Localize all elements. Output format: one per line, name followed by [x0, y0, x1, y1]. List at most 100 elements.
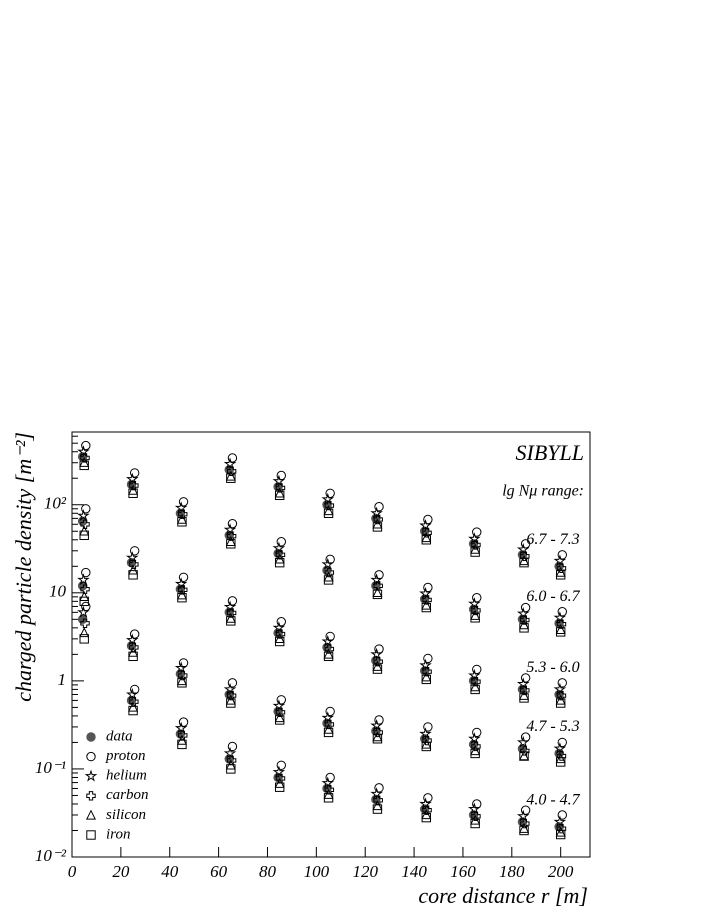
- marker: [470, 681, 481, 692]
- marker: [323, 651, 334, 662]
- marker: [372, 660, 383, 671]
- marker: [520, 746, 530, 756]
- marker: [128, 488, 138, 498]
- marker: [419, 727, 432, 740]
- marker: [374, 570, 384, 580]
- marker: [370, 647, 383, 660]
- marker: [555, 757, 566, 767]
- marker: [274, 782, 285, 792]
- marker: [79, 460, 89, 471]
- marker: [557, 810, 567, 820]
- marker: [79, 627, 90, 638]
- y-tick-label: 10²: [44, 494, 67, 513]
- marker: [472, 527, 482, 537]
- marker: [176, 675, 187, 686]
- marker: [128, 570, 138, 580]
- marker: [372, 734, 383, 744]
- marker: [422, 528, 432, 538]
- marker: [421, 674, 431, 685]
- marker: [519, 623, 529, 633]
- marker: [372, 586, 383, 598]
- marker: [227, 678, 238, 688]
- marker: [553, 742, 567, 755]
- marker: [176, 513, 187, 524]
- marker: [470, 543, 481, 554]
- marker: [555, 570, 566, 580]
- marker: [85, 809, 97, 820]
- marker: [272, 474, 286, 487]
- marker: [372, 731, 383, 742]
- marker: [128, 484, 139, 495]
- marker: [372, 589, 383, 600]
- marker: [421, 809, 432, 820]
- marker: [128, 705, 138, 716]
- marker: [125, 633, 139, 646]
- marker: [470, 684, 480, 695]
- marker: [129, 559, 139, 570]
- marker: [226, 764, 236, 774]
- marker: [84, 769, 98, 782]
- marker: [226, 616, 236, 626]
- marker: [520, 685, 530, 696]
- marker: [519, 693, 529, 703]
- y-axis-label: charged particle density [m⁻²]: [11, 432, 36, 702]
- marker: [470, 609, 481, 620]
- marker: [421, 599, 432, 610]
- marker: [421, 812, 431, 823]
- marker: [516, 735, 530, 748]
- marker: [370, 719, 383, 732]
- marker: [468, 597, 481, 610]
- marker: [274, 557, 285, 568]
- marker: [324, 644, 335, 654]
- marker: [323, 505, 334, 516]
- marker: [129, 546, 140, 556]
- marker: [226, 473, 236, 483]
- legend-label: helium: [106, 768, 147, 784]
- marker: [557, 678, 567, 688]
- legend-label: iron: [106, 826, 130, 842]
- marker: [421, 671, 432, 682]
- marker: [325, 554, 335, 565]
- marker: [421, 532, 432, 543]
- marker: [79, 456, 90, 467]
- marker: [472, 727, 482, 738]
- marker: [225, 535, 236, 546]
- marker: [274, 715, 285, 725]
- x-tick-label: 100: [304, 862, 330, 881]
- marker: [174, 661, 188, 674]
- marker: [274, 712, 285, 723]
- marker: [372, 800, 383, 811]
- legend-label: data: [106, 728, 133, 744]
- marker: [178, 585, 188, 595]
- marker: [128, 701, 139, 712]
- marker: [129, 642, 139, 653]
- marker: [323, 575, 334, 585]
- marker: [555, 623, 566, 635]
- marker: [226, 698, 236, 708]
- marker: [372, 804, 383, 814]
- marker: [323, 793, 334, 803]
- marker: [77, 573, 90, 586]
- x-tick-label: 180: [499, 862, 525, 881]
- marker: [125, 551, 139, 564]
- y-tick-label: 1: [58, 670, 67, 689]
- marker: [226, 466, 237, 476]
- x-tick-label: 140: [401, 862, 427, 881]
- marker: [422, 595, 432, 605]
- marker: [471, 605, 481, 616]
- marker: [374, 502, 384, 512]
- legend-label: carbon: [106, 787, 149, 803]
- marker: [421, 535, 431, 545]
- marker: [276, 537, 286, 547]
- marker: [321, 634, 335, 647]
- legend-label: silicon: [106, 807, 146, 823]
- x-axis-label: core distance r [m]: [418, 883, 588, 908]
- marker: [421, 602, 431, 613]
- group-label: 5.3 - 6.0: [526, 659, 579, 676]
- marker: [419, 518, 432, 531]
- marker: [321, 557, 335, 570]
- marker: [178, 730, 188, 741]
- marker: [79, 634, 89, 644]
- marker: [470, 613, 480, 623]
